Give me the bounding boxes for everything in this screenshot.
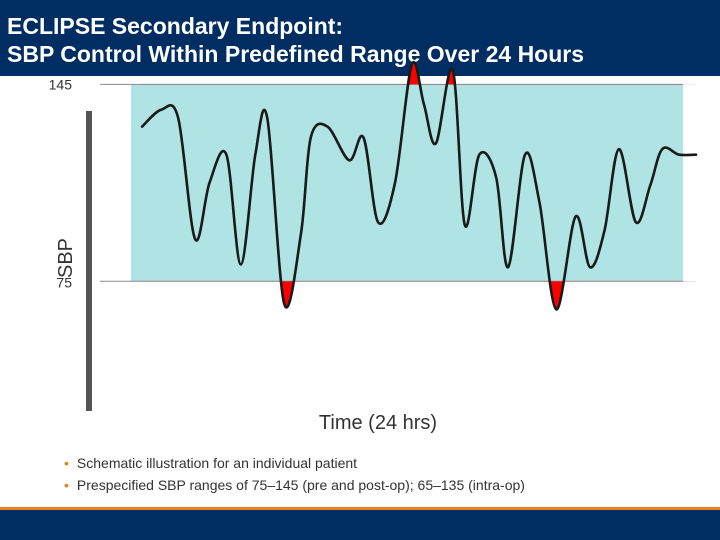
bullet-dot-icon: •: [64, 477, 69, 493]
y-tick-label-145: 145: [49, 76, 73, 92]
y-tick-label-75: 75: [56, 274, 72, 290]
excursion-below-range: [142, 281, 696, 310]
bullet-item: • Prespecified SBP ranges of 75–145 (pre …: [64, 474, 525, 496]
target-range-band: [131, 84, 683, 282]
y-axis: [86, 111, 92, 411]
slide-title-line-2: SBP Control Within Predefined Range Over…: [7, 41, 585, 67]
bullet-dot-icon: •: [64, 455, 69, 471]
bullet-item: • Schematic illustration for an individua…: [64, 452, 525, 474]
y-axis-label: SBP: [55, 238, 77, 278]
sbp-chart: 145 75 SBP Time (24 hrs): [49, 60, 698, 434]
bullet-text: Schematic illustration for an individual…: [76, 455, 358, 471]
footer-accent-stripe: [0, 507, 720, 510]
x-axis-label: Time (24 hrs): [319, 412, 437, 434]
bullet-text: Prespecified SBP ranges of 75–145 (pre a…: [76, 477, 525, 493]
slide-title-line-1: ECLIPSE Secondary Endpoint:: [7, 13, 344, 39]
sbp-curve: [140, 60, 698, 311]
footnote-bullets: • Schematic illustration for an individua…: [64, 452, 525, 496]
title-bar: ECLIPSE Secondary Endpoint: SBP Control …: [0, 0, 720, 76]
footer-bar: [0, 510, 720, 540]
